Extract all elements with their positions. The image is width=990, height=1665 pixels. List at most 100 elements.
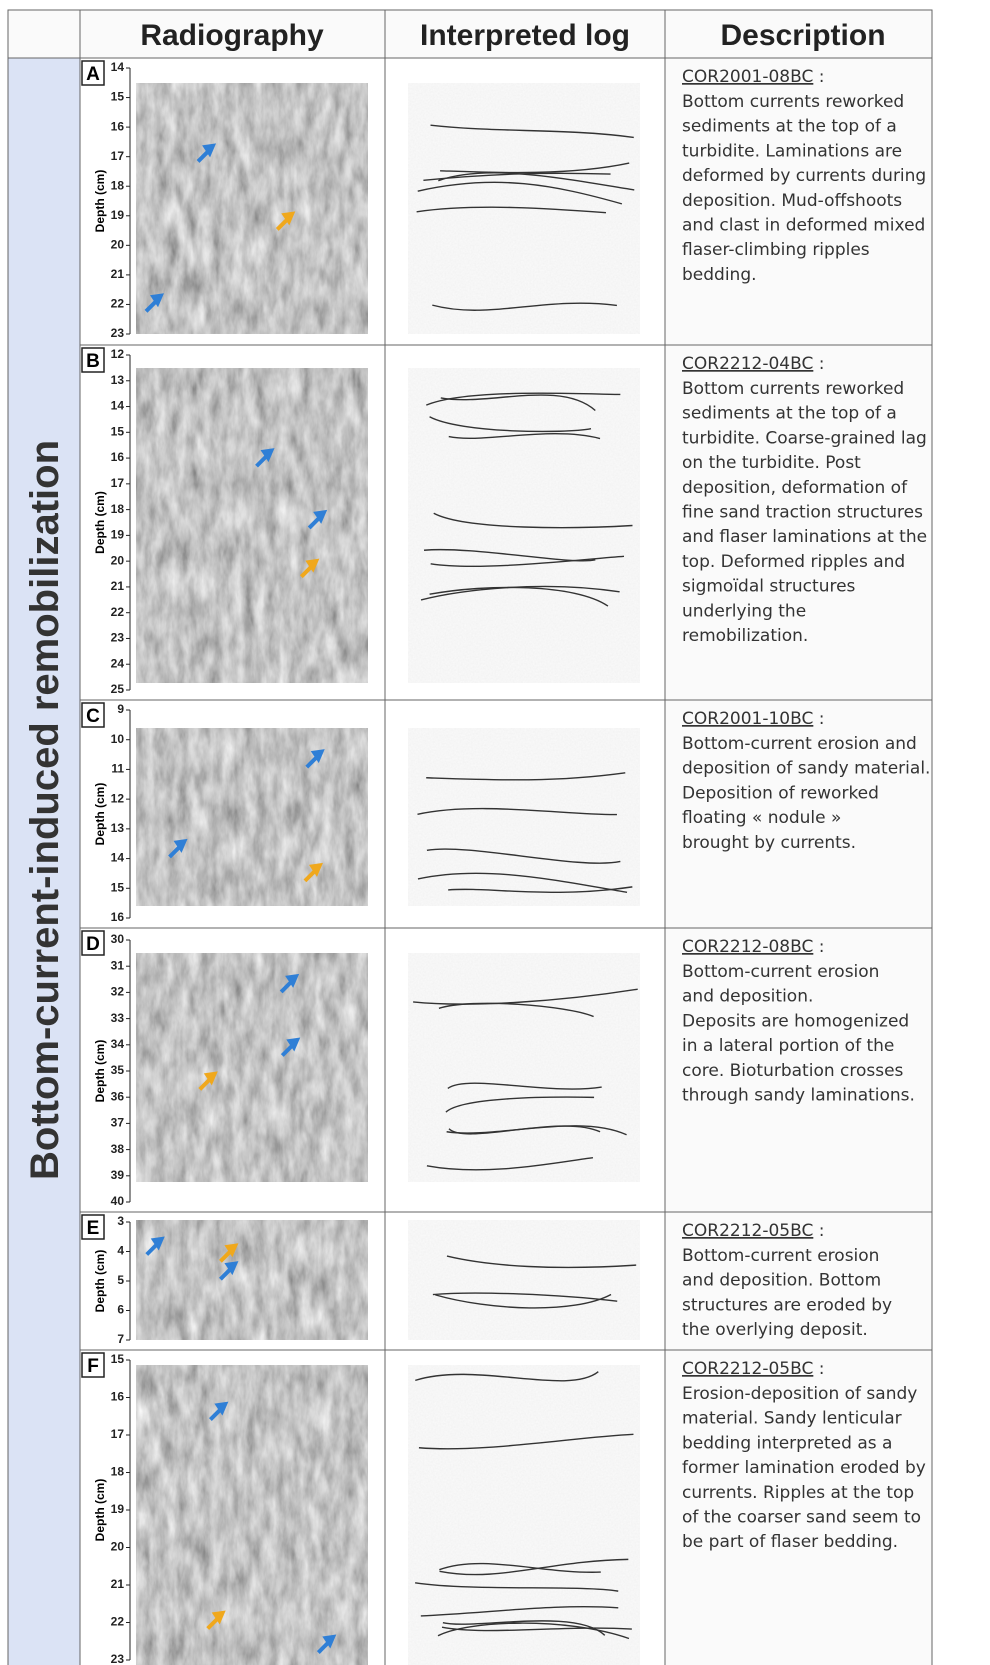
depth-tick-label: 15 — [111, 424, 125, 438]
depth-tick-label: 14 — [111, 399, 125, 413]
description-line: bedding. — [682, 265, 757, 285]
depth-tick-label: 37 — [111, 1116, 125, 1130]
depth-tick-label: 6 — [117, 1303, 124, 1317]
depth-tick-label: 21 — [111, 579, 125, 593]
depth-tick-label: 25 — [111, 682, 125, 696]
description-line: deposition. Mud-offshoots — [682, 191, 902, 211]
depth-tick-label: 17 — [111, 476, 125, 490]
sample-line: COR2212-04BC : — [682, 354, 824, 374]
interpreted-log — [408, 953, 640, 1182]
depth-tick-label: 30 — [111, 932, 125, 946]
depth-tick-label: 21 — [111, 267, 125, 281]
panel-letter: C — [86, 706, 100, 727]
description-line: turbidite. Laminations are — [682, 141, 902, 161]
depth-tick-label: 20 — [111, 1540, 125, 1554]
depth-tick-label: 16 — [111, 910, 125, 924]
figure: Radiography Interpreted log Description … — [0, 0, 990, 1665]
depth-tick-label: 23 — [111, 1652, 125, 1665]
depth-tick-label: 17 — [111, 1427, 125, 1441]
depth-tick-label: 18 — [111, 178, 125, 192]
description-line: be part of flaser bedding. — [682, 1532, 898, 1552]
depth-label: Depth (cm) — [93, 1040, 107, 1103]
sample-colon: : — [819, 67, 825, 87]
description-line: sigmoïdal structures — [682, 577, 856, 597]
depth-tick-label: 23 — [111, 631, 125, 645]
description-line: turbidite. Coarse-grained lag — [682, 428, 927, 448]
depth-label: Depth (cm) — [93, 491, 107, 554]
description-line: flaser-climbing ripples — [682, 240, 870, 260]
depth-tick-label: 18 — [111, 502, 125, 516]
panel-letter: D — [86, 934, 100, 955]
depth-tick-label: 16 — [111, 119, 125, 133]
sample-id: COR2212-05BC — [682, 1359, 813, 1379]
description-line: remobilization. — [682, 626, 808, 646]
depth-tick-label: 22 — [111, 297, 125, 311]
description-line: top. Deformed ripples and — [682, 552, 905, 572]
sample-colon: : — [819, 1221, 825, 1241]
depth-tick-label: 13 — [111, 821, 125, 835]
depth-tick-label: 5 — [117, 1273, 124, 1287]
radiography-image — [136, 368, 368, 683]
description-line: and deposition. — [682, 987, 813, 1007]
interpreted-log — [408, 1220, 640, 1340]
panel-letter: E — [87, 1218, 100, 1239]
description-line: Bottom currents reworked — [682, 379, 904, 399]
radiography-image — [136, 1365, 368, 1665]
depth-tick-label: 12 — [111, 791, 125, 805]
sample-line: COR2212-05BC : — [682, 1221, 824, 1241]
depth-tick-label: 22 — [111, 1615, 125, 1629]
description-line: sediments at the top of a — [682, 117, 897, 137]
description-line: the overlying deposit. — [682, 1320, 868, 1340]
sample-colon: : — [819, 937, 825, 957]
sample-line: COR2001-08BC : — [682, 67, 824, 87]
depth-tick-label: 19 — [111, 528, 125, 542]
description-line: Bottom-current erosion — [682, 962, 879, 982]
col-header: Radiography — [140, 19, 324, 52]
description-line: floating « nodule » — [682, 808, 841, 828]
depth-label: Depth (cm) — [93, 1479, 107, 1542]
radiography-image — [136, 953, 368, 1182]
description-line: deposition, deformation of — [682, 478, 908, 498]
depth-tick-label: 20 — [111, 238, 125, 252]
interpreted-log — [408, 368, 640, 683]
description-line: and deposition. Bottom — [682, 1271, 881, 1291]
depth-tick-label: 12 — [111, 347, 125, 361]
depth-tick-label: 19 — [111, 1502, 125, 1516]
depth-tick-label: 36 — [111, 1089, 125, 1103]
depth-tick-label: 9 — [117, 702, 124, 716]
depth-tick-label: 33 — [111, 1011, 125, 1025]
depth-tick-label: 24 — [111, 656, 125, 670]
sample-id: COR2212-05BC — [682, 1221, 813, 1241]
depth-tick-label: 7 — [117, 1332, 124, 1346]
sample-line: COR2212-08BC : — [682, 937, 824, 957]
description-line: deformed by currents during — [682, 166, 926, 186]
interpreted-log — [408, 728, 640, 906]
depth-tick-label: 31 — [111, 958, 125, 972]
depth-tick-label: 40 — [111, 1194, 125, 1208]
panel-letter: B — [86, 351, 100, 372]
panel-letter: F — [87, 1356, 99, 1377]
description-line: material. Sandy lenticular — [682, 1409, 902, 1429]
depth-tick-label: 4 — [117, 1244, 124, 1258]
radiography-image — [136, 1220, 368, 1340]
depth-tick-label: 15 — [111, 880, 125, 894]
depth-tick-label: 18 — [111, 1465, 125, 1479]
sample-id: COR2001-10BC — [682, 709, 813, 729]
interpreted-log — [408, 1365, 640, 1665]
description-line: bedding interpreted as a — [682, 1433, 892, 1453]
sample-line: COR2212-05BC : — [682, 1359, 824, 1379]
depth-tick-label: 19 — [111, 208, 125, 222]
description-line: on the turbidite. Post — [682, 453, 861, 473]
sample-id: COR2212-04BC — [682, 354, 813, 374]
description-line: of the coarser sand seem to — [682, 1508, 921, 1528]
sample-colon: : — [819, 709, 825, 729]
panel-letter: A — [86, 64, 100, 85]
description-line: brought by currents. — [682, 833, 856, 853]
depth-tick-label: 15 — [111, 1352, 125, 1366]
description-line: and clast in deformed mixed — [682, 216, 925, 236]
description-line: structures are eroded by — [682, 1295, 892, 1315]
depth-tick-label: 22 — [111, 605, 125, 619]
description-line: currents. Ripples at the top — [682, 1483, 914, 1503]
description-line: through sandy laminations. — [682, 1086, 915, 1106]
depth-tick-label: 32 — [111, 985, 125, 999]
